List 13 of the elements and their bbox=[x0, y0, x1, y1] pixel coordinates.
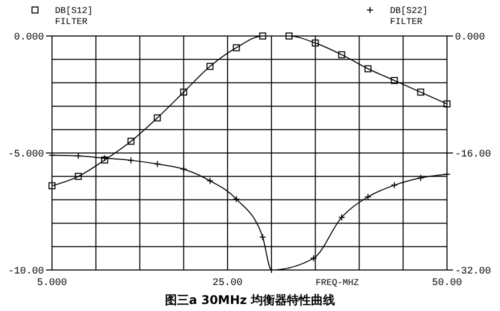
x-tick-label: 5.000 bbox=[36, 278, 68, 289]
y-tick-label: -10.00 bbox=[8, 266, 44, 278]
y2-tick-label: -32.00 bbox=[455, 266, 492, 278]
x-axis-title: FREQ-MHZ bbox=[316, 278, 360, 288]
legend-label: DB[S12] FILTER bbox=[55, 6, 93, 27]
y2-tick-label: -16.00 bbox=[455, 150, 492, 160]
legend-label: DB[S22] FILTER bbox=[390, 6, 428, 27]
y2-tick-label: 0.000 bbox=[455, 32, 486, 44]
y-tick-label: 0.000 bbox=[14, 32, 44, 44]
text: 图三a 30MHz 均衡器特性曲线 bbox=[164, 293, 336, 307]
y-tick-label: -5.000 bbox=[8, 150, 44, 160]
x-tick-label: 25.00 bbox=[212, 278, 243, 289]
x-tick-label: 50.00 bbox=[432, 278, 462, 289]
